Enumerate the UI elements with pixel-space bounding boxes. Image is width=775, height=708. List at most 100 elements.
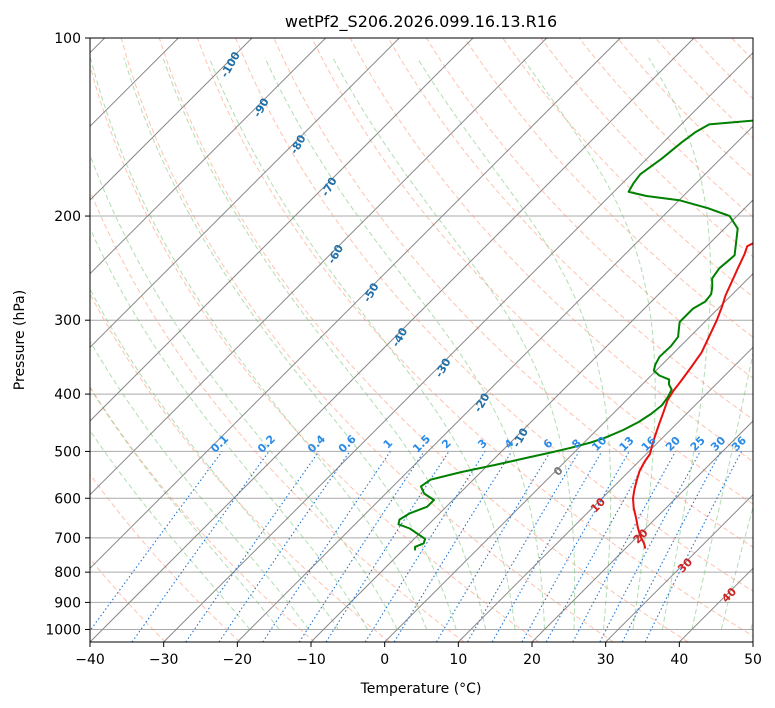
mixing-ratio-line	[90, 451, 223, 632]
mixing-ratio-line	[262, 451, 391, 642]
moist-adiabat-line	[648, 57, 711, 630]
isotherm-label: 0	[551, 464, 566, 479]
isotherm-line	[752, 641, 753, 642]
pressure-grid	[90, 37, 753, 630]
isotherm-label: -60	[325, 242, 346, 266]
y-tick-label: 1000	[45, 622, 81, 638]
moist-adiabat-line	[90, 429, 251, 630]
x-tick-label: 20	[523, 652, 541, 668]
isotherm-line	[163, 51, 753, 642]
mixing-ratio-line	[218, 451, 351, 642]
mixing-ratio-label: 0.2	[255, 432, 278, 455]
mixing-ratio-line	[298, 451, 425, 642]
y-tick-label: 600	[54, 491, 81, 507]
mixing-ratio-line	[131, 451, 270, 642]
mixing-ratio-line	[325, 451, 450, 642]
isotherm-line	[90, 38, 327, 275]
isotherm-label: -100	[218, 49, 243, 80]
mixing-ratio-label: 2	[439, 437, 454, 452]
mixing-ratio-line	[621, 451, 722, 642]
mixing-ratio-lines	[90, 451, 742, 642]
mixing-ratio-line	[435, 451, 552, 642]
dry-adiabat-line	[387, 38, 753, 421]
y-tick-label: 200	[54, 209, 81, 225]
isotherm-line	[90, 38, 695, 642]
x-tick-label: 0	[380, 652, 389, 668]
isotherm-line	[605, 493, 753, 642]
isotherms	[90, 38, 753, 642]
isotherm-label: -70	[319, 175, 340, 199]
isotherm-label: -50	[360, 280, 381, 304]
isotherm-label: -90	[251, 96, 272, 120]
dry-adiabat-line	[90, 473, 241, 642]
mixing-ratio-line	[185, 451, 320, 642]
isotherm-line	[90, 38, 253, 201]
isotherm-line	[384, 272, 753, 642]
dry-adiabat-line	[235, 38, 753, 592]
dry-adiabat-line	[655, 38, 753, 139]
moist-adiabat-line	[90, 386, 280, 630]
moist-adiabat-line	[750, 619, 753, 630]
moist-adiabat-line	[162, 57, 487, 630]
dewpoint-trace	[397, 119, 753, 551]
y-tick-label: 100	[54, 31, 81, 47]
x-tick-label: −20	[223, 652, 253, 668]
mixing-ratio-label: 16	[639, 434, 659, 454]
x-tick-label: −30	[149, 652, 179, 668]
moist-adiabat-line	[90, 57, 428, 630]
isotherm-label: -10	[510, 426, 531, 450]
plot-frame	[89, 37, 754, 643]
dry-adiabat-line	[90, 385, 316, 642]
mixing-ratio-line	[393, 451, 513, 642]
dry-adiabats	[90, 38, 775, 642]
moist-adiabat-line	[522, 57, 656, 630]
isotherm-line	[457, 346, 753, 642]
isotherm-label: 20	[631, 526, 651, 546]
isotherm-line	[236, 125, 753, 642]
mixing-ratio-label: 8	[569, 437, 584, 452]
isotherm-line	[90, 38, 400, 349]
dry-adiabat-line	[90, 189, 465, 642]
moist-adiabat-line	[416, 57, 612, 630]
y-tick-label: 900	[54, 595, 81, 611]
mixing-ratio-line	[572, 451, 676, 642]
moist-adiabat-line	[208, 57, 516, 630]
dry-adiabat-line	[425, 38, 753, 379]
mixing-ratio-label: 3	[475, 437, 490, 452]
moist-adiabat-line	[90, 287, 339, 630]
y-tick-label: 400	[54, 387, 81, 403]
dry-adiabat-line	[464, 38, 753, 338]
x-tick-label: −40	[75, 652, 105, 668]
x-tick-label: −10	[296, 652, 326, 668]
mixing-ratio-line	[467, 451, 580, 642]
moist-adiabat-line	[123, 57, 457, 630]
x-tick-label: 10	[449, 652, 467, 668]
x-axis-label: Temperature (°C)	[360, 681, 482, 697]
moist-adiabat-line	[720, 504, 753, 630]
dry-adiabat-line	[273, 38, 753, 548]
isotherm-label: -40	[389, 325, 410, 349]
isotherm-line	[90, 38, 621, 570]
mixing-ratio-line	[644, 451, 742, 642]
mixing-ratio-label: 0.4	[305, 432, 328, 455]
dry-adiabat-line	[502, 38, 753, 298]
moist-adiabat-line	[691, 350, 753, 630]
y-tick-label: 800	[54, 565, 81, 581]
x-tick-label: 30	[597, 652, 615, 668]
dry-adiabat-line	[120, 38, 614, 642]
dry-adiabat-line	[770, 38, 775, 642]
x-tick-label: 50	[744, 652, 762, 668]
dry-adiabat-line	[158, 38, 689, 642]
temperature-trace	[632, 242, 753, 549]
y-tick-label: 300	[54, 313, 81, 329]
isotherm-line	[678, 567, 753, 642]
mixing-ratio-label: 0.1	[208, 432, 231, 455]
dry-adiabat-line	[197, 38, 753, 637]
isotherm-line	[310, 199, 753, 642]
moist-adiabat-line	[90, 153, 398, 630]
dry-adiabat-line	[90, 63, 540, 642]
mixing-ratio-label: 6	[541, 436, 556, 451]
mixing-ratio-label: 1.5	[410, 432, 433, 455]
y-axis-label: Pressure (hPa)	[12, 290, 28, 390]
